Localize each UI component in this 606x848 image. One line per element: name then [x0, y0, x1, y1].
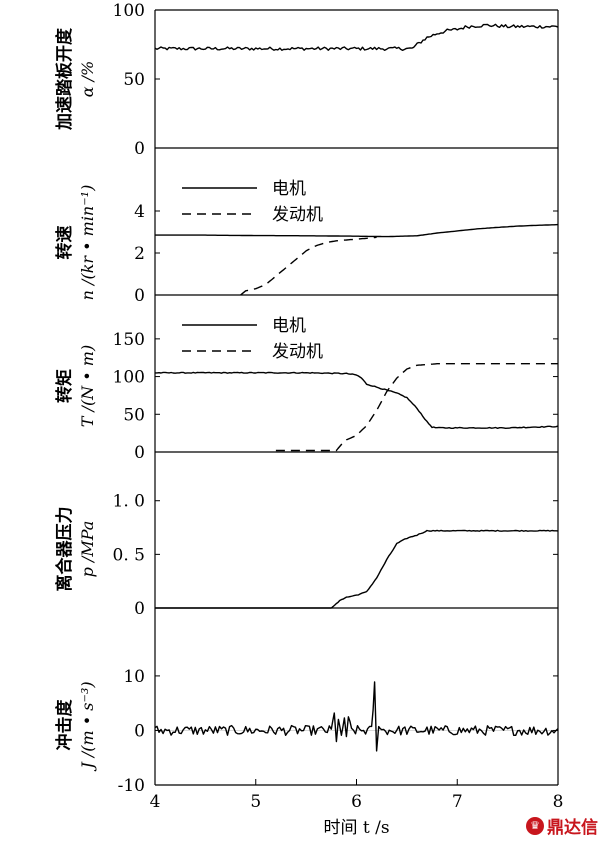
speed-ytick-label: 4 [134, 202, 145, 222]
jerk-ylabel: 冲击度 [54, 699, 75, 751]
pressure-ytick-label: 1. 0 [113, 492, 145, 512]
torque-ytick-label: 150 [113, 330, 145, 350]
jerk-ytick-label: 0 [134, 721, 145, 741]
speed-ytick-label: 2 [134, 244, 145, 264]
torque-ytick-label: 0 [134, 443, 145, 463]
speed-legend-label: 电机 [272, 179, 306, 199]
torque-legend-label: 电机 [272, 316, 306, 336]
pressure-ytick-label: 0 [134, 599, 145, 619]
watermark-text: 鼎达信 [547, 818, 598, 838]
jerk-series-motor-line [154, 681, 559, 752]
pedal-ylabel: 加速踏板开度 [54, 27, 75, 131]
speed-legend-label: 发动机 [272, 205, 323, 225]
watermark-logo-icon: ♛ [526, 816, 544, 835]
x-tick-label: 5 [250, 792, 261, 812]
x-axis-label: 时间 t /s [323, 818, 389, 838]
x-tick-label: 4 [150, 792, 161, 812]
pedal-ylabel-unit: α /% [78, 61, 97, 97]
torque-ytick-label: 100 [113, 368, 145, 388]
watermark: ♛ 鼎达信 [526, 813, 598, 838]
x-tick-label: 6 [351, 792, 362, 812]
jerk-ytick-label: -10 [118, 776, 145, 796]
speed-ylabel: 转速 [54, 226, 75, 260]
speed-series-motor-line [155, 223, 559, 238]
x-tick-label: 7 [452, 792, 463, 812]
torque-ylabel: 转矩 [54, 369, 75, 403]
torque-legend-label: 发动机 [272, 342, 323, 362]
pressure-ylabel-unit: p /MPa [78, 521, 97, 578]
speed-ylabel-unit: n /(kr • min⁻¹) [78, 185, 97, 301]
jerk-ytick-label: 10 [123, 667, 145, 687]
torque-ylabel-unit: T /(N • m) [78, 345, 97, 427]
pressure-ylabel: 离合器压力 [54, 507, 75, 592]
pressure-ytick-label: 0. 5 [113, 545, 145, 565]
jerk-ylabel-unit: J /(m • s⁻³) [78, 681, 97, 771]
pedal-series-motor-line [154, 23, 559, 51]
torque-series-engine-line [275, 363, 558, 452]
x-tick-label: 8 [553, 792, 564, 812]
pedal-ytick-label: 0 [134, 139, 145, 159]
torque-series-motor-line [155, 371, 559, 429]
speed-ytick-label: 0 [134, 286, 145, 306]
pedal-ytick-label: 50 [123, 70, 145, 90]
pedal-ytick-label: 100 [113, 1, 145, 21]
torque-ytick-label: 50 [123, 405, 145, 425]
pressure-series-motor-line [155, 529, 559, 609]
speed-series-engine-line [240, 236, 377, 296]
